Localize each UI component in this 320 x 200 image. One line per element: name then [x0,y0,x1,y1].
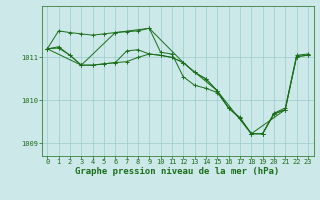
X-axis label: Graphe pression niveau de la mer (hPa): Graphe pression niveau de la mer (hPa) [76,167,280,176]
